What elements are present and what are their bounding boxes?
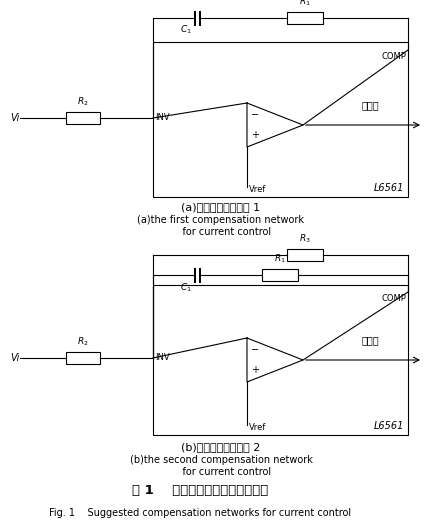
Text: (a)电流控制补偿方案 1: (a)电流控制补偿方案 1 <box>182 202 260 212</box>
Text: $C_1$: $C_1$ <box>180 24 192 37</box>
Text: −: − <box>251 110 259 120</box>
Text: −: − <box>251 345 259 355</box>
Text: (b)电流控制补偿方案 2: (b)电流控制补偿方案 2 <box>181 442 260 452</box>
Text: $C_1$: $C_1$ <box>180 281 192 294</box>
Bar <box>66 112 100 124</box>
Text: Vref: Vref <box>249 423 266 432</box>
Text: Vref: Vref <box>249 185 266 194</box>
Text: +: + <box>251 130 259 140</box>
Text: for current control: for current control <box>171 467 272 477</box>
Text: COMP: COMP <box>381 52 406 61</box>
Bar <box>153 42 408 197</box>
Text: Fig. 1    Suggested compensation networks for current control: Fig. 1 Suggested compensation networks f… <box>49 508 351 518</box>
Text: (b)the second compensation network: (b)the second compensation network <box>129 455 312 465</box>
Text: $R_1$: $R_1$ <box>299 0 311 8</box>
Bar <box>262 269 298 281</box>
Text: 图 1    常用的电流控制的补偿方法: 图 1 常用的电流控制的补偿方法 <box>132 484 268 496</box>
Text: 乘法器: 乘法器 <box>361 335 379 345</box>
Bar <box>153 285 408 435</box>
Text: for current control: for current control <box>171 227 272 237</box>
Text: (a)the first compensation network: (a)the first compensation network <box>137 215 304 225</box>
Bar <box>287 249 323 261</box>
Text: $R_2$: $R_2$ <box>77 96 89 108</box>
Text: L6561: L6561 <box>373 421 404 431</box>
Text: COMP: COMP <box>381 294 406 303</box>
Bar <box>66 352 100 364</box>
Text: $R_3$: $R_3$ <box>299 232 311 245</box>
Text: Vi: Vi <box>10 353 19 363</box>
Text: INV: INV <box>155 353 170 362</box>
Text: L6561: L6561 <box>373 183 404 193</box>
Text: +: + <box>251 365 259 375</box>
Text: $R_2$: $R_2$ <box>77 336 89 348</box>
Text: Vi: Vi <box>10 113 19 123</box>
Text: $R_1$: $R_1$ <box>274 253 286 265</box>
Text: 乘法器: 乘法器 <box>361 100 379 110</box>
Bar <box>287 12 323 24</box>
Text: INV: INV <box>155 113 170 122</box>
